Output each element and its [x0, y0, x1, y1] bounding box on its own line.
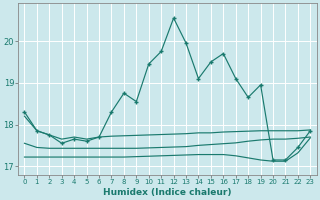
X-axis label: Humidex (Indice chaleur): Humidex (Indice chaleur) [103, 188, 232, 197]
